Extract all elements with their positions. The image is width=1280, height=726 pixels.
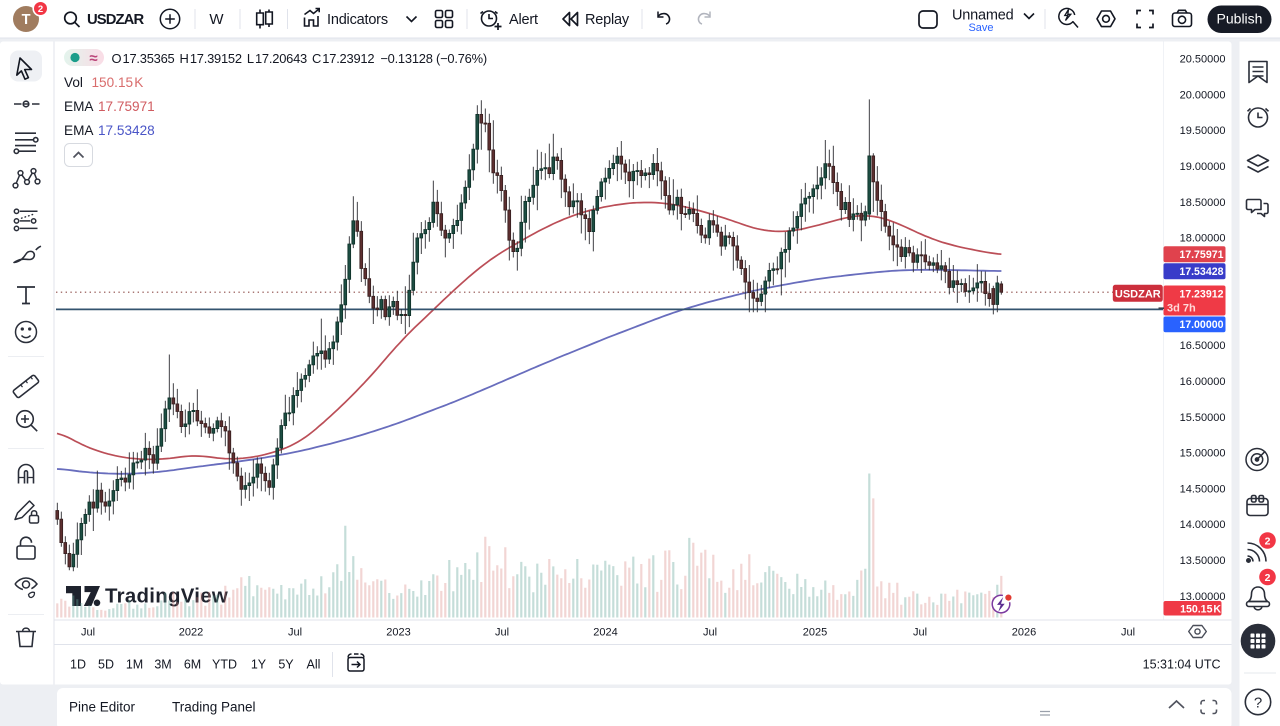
- svg-text:1Y: 1Y: [251, 658, 267, 672]
- svg-text:20.50000: 20.50000: [1180, 54, 1226, 66]
- svg-text:16.50000: 16.50000: [1180, 340, 1226, 352]
- svg-text:15.50000: 15.50000: [1180, 412, 1226, 424]
- svg-text:Jul: Jul: [81, 626, 95, 638]
- svg-text:2023: 2023: [386, 626, 410, 638]
- svg-text:EMA: EMA: [64, 99, 94, 114]
- svg-text:Alert: Alert: [509, 12, 538, 28]
- svg-text:17.53428: 17.53428: [98, 123, 155, 138]
- svg-text:2: 2: [1265, 535, 1271, 547]
- svg-text:All: All: [307, 658, 321, 672]
- svg-text:Jul: Jul: [495, 626, 509, 638]
- svg-text:6M: 6M: [184, 658, 201, 672]
- svg-text:15:31:04 UTC: 15:31:04 UTC: [1143, 658, 1221, 672]
- svg-text:5D: 5D: [98, 658, 114, 672]
- svg-text:1M: 1M: [126, 658, 143, 672]
- svg-text:Jul: Jul: [288, 626, 302, 638]
- svg-text:TradingView: TradingView: [105, 586, 228, 608]
- svg-text:Publish: Publish: [1217, 11, 1263, 27]
- svg-text:T: T: [22, 12, 31, 28]
- svg-text:13.50000: 13.50000: [1180, 555, 1226, 567]
- svg-text:2025: 2025: [803, 626, 827, 638]
- svg-text:17.75971: 17.75971: [1179, 249, 1223, 261]
- svg-text:Jul: Jul: [1121, 626, 1135, 638]
- svg-text:2: 2: [1265, 572, 1271, 584]
- svg-text:5Y: 5Y: [278, 658, 294, 672]
- svg-text:Jul: Jul: [703, 626, 717, 638]
- svg-text:USDZAR: USDZAR: [1115, 288, 1161, 300]
- svg-text:18.50000: 18.50000: [1180, 197, 1226, 209]
- svg-text:13.00000: 13.00000: [1180, 591, 1226, 603]
- svg-text:2: 2: [38, 4, 43, 15]
- svg-text:1D: 1D: [70, 658, 86, 672]
- svg-text:YTD: YTD: [212, 658, 237, 672]
- svg-text:2026: 2026: [1012, 626, 1036, 638]
- svg-text:17.53428: 17.53428: [1179, 266, 1223, 278]
- svg-text:17.00000: 17.00000: [1179, 319, 1223, 331]
- svg-text:?: ?: [1254, 695, 1262, 712]
- svg-text:18.00000: 18.00000: [1180, 233, 1226, 245]
- svg-text:150.15 K: 150.15 K: [92, 75, 144, 90]
- svg-text:2022: 2022: [179, 626, 203, 638]
- svg-text:3d 7h: 3d 7h: [1167, 302, 1196, 314]
- svg-text:Pine Editor: Pine Editor: [69, 700, 136, 715]
- svg-text:W: W: [209, 11, 224, 28]
- svg-text:Replay: Replay: [585, 12, 630, 28]
- svg-text:16.00000: 16.00000: [1180, 376, 1226, 388]
- svg-text:20.00000: 20.00000: [1180, 89, 1226, 101]
- svg-text:Vol: Vol: [64, 75, 83, 90]
- svg-text:19.00000: 19.00000: [1180, 161, 1226, 173]
- svg-text:17.75971: 17.75971: [98, 99, 155, 114]
- svg-text:≈: ≈: [89, 50, 97, 67]
- svg-text:Unnamed: Unnamed: [952, 8, 1014, 24]
- svg-text:Save: Save: [968, 22, 993, 34]
- svg-text:17.23912: 17.23912: [1179, 289, 1223, 301]
- svg-text:Trading Panel: Trading Panel: [172, 700, 256, 715]
- svg-text:14.50000: 14.50000: [1180, 483, 1226, 495]
- svg-text:3M: 3M: [154, 658, 171, 672]
- svg-text:19.50000: 19.50000: [1180, 125, 1226, 137]
- svg-text:Jul: Jul: [913, 626, 927, 638]
- svg-text:EMA: EMA: [64, 123, 94, 138]
- svg-text:14.00000: 14.00000: [1180, 519, 1226, 531]
- svg-text:USDZAR: USDZAR: [87, 12, 144, 28]
- svg-text:15.00000: 15.00000: [1180, 448, 1226, 460]
- svg-text:2024: 2024: [593, 626, 617, 638]
- svg-text:150.15 K: 150.15 K: [1180, 603, 1221, 615]
- svg-text:Indicators: Indicators: [327, 12, 388, 28]
